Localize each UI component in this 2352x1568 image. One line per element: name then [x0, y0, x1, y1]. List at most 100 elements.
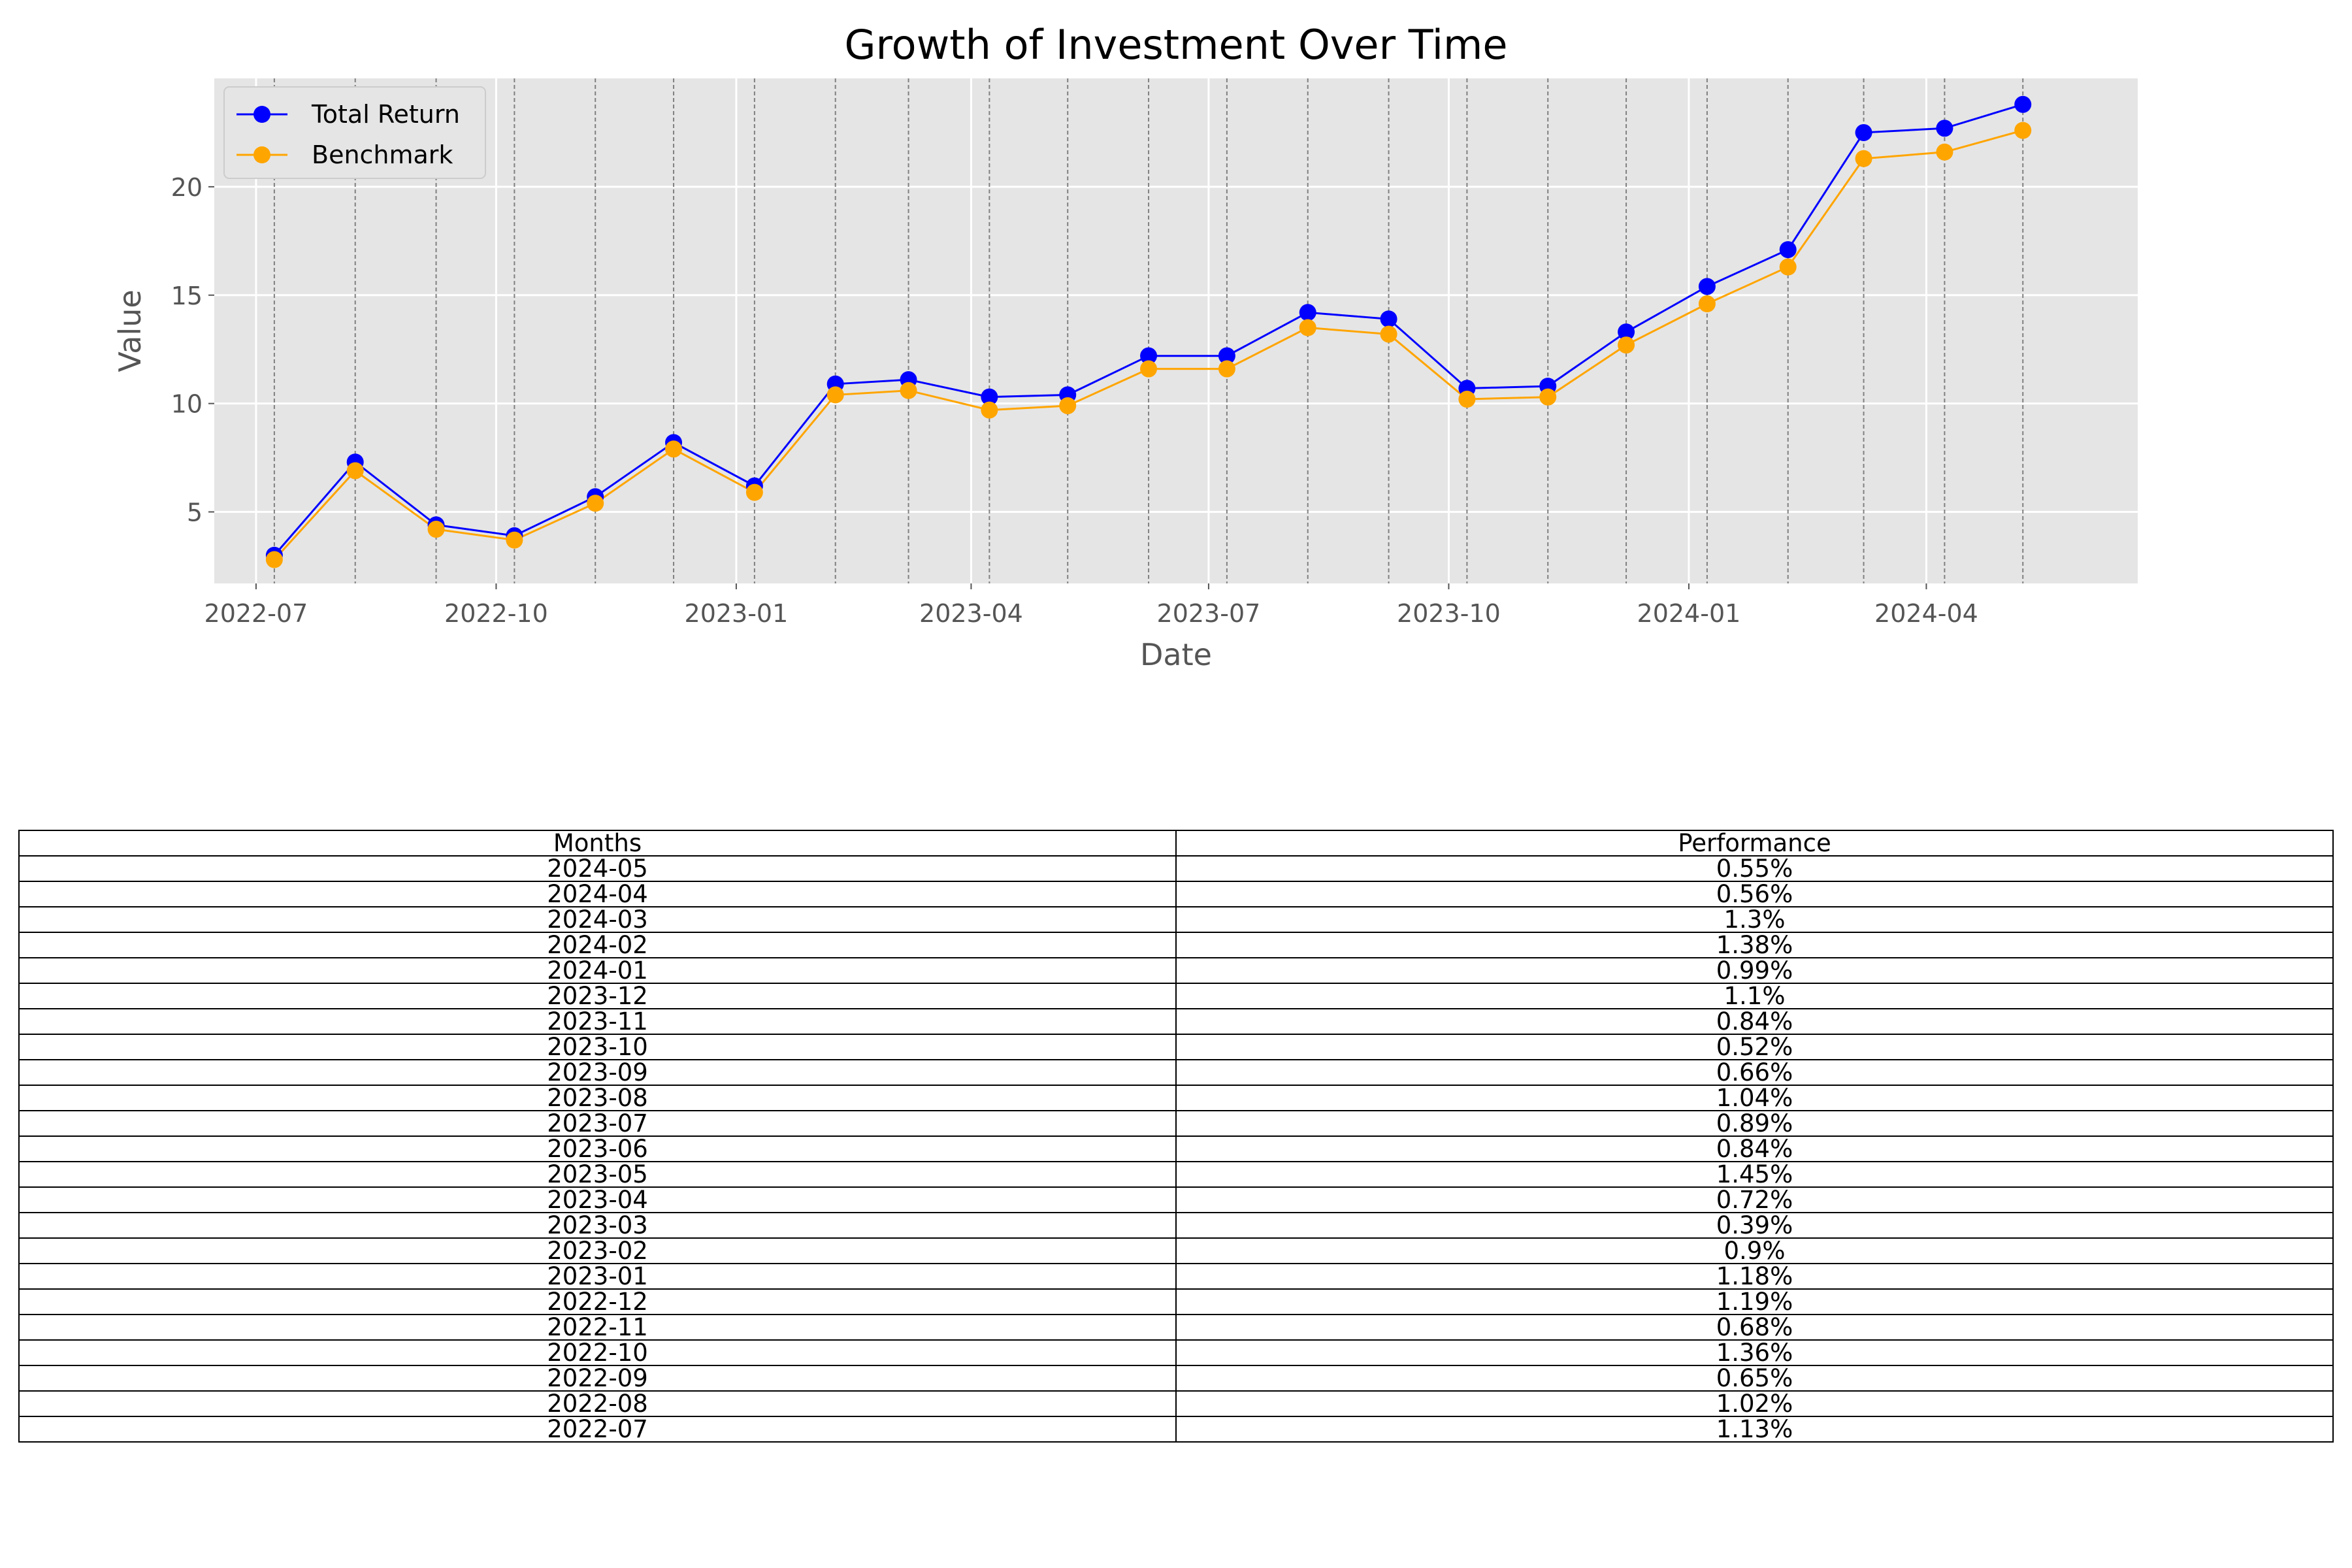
table-row: 2023-01 1.18% — [18, 1263, 2334, 1290]
benchmark-point — [900, 382, 917, 399]
table-row: 2024-05 0.55% — [18, 855, 2334, 882]
month-cell: 2022-09 — [18, 1365, 1177, 1392]
total-return-point — [1380, 310, 1397, 328]
benchmark-point — [587, 495, 604, 512]
benchmark-legend-marker — [253, 146, 270, 163]
total-return-point — [1936, 120, 1953, 137]
table-row: 2023-05 1.45% — [18, 1161, 2334, 1188]
performance-cell: 1.13% — [1175, 1416, 2334, 1443]
month-cell: 2022-08 — [18, 1390, 1177, 1417]
performance-cell: 0.56% — [1175, 881, 2334, 907]
benchmark-point — [1299, 319, 1316, 336]
performance-cell: 0.39% — [1175, 1212, 2334, 1239]
table-header-row: Months Performance — [18, 830, 2334, 857]
month-cell: 2023-04 — [18, 1186, 1177, 1213]
table-row: 2023-02 0.9% — [18, 1237, 2334, 1264]
performance-cell: 0.89% — [1175, 1110, 2334, 1137]
performance-cell: 0.68% — [1175, 1314, 2334, 1341]
performance-cell: 0.66% — [1175, 1059, 2334, 1086]
benchmark-point — [745, 483, 763, 501]
month-cell: 2023-05 — [18, 1161, 1177, 1188]
performance-table: Months Performance 2024-05 0.55% 2024-04 0.… — [18, 830, 2334, 1443]
y-tick-label: 15 — [171, 282, 203, 310]
table-row: 2024-04 0.56% — [18, 881, 2334, 907]
benchmark-point — [826, 386, 844, 404]
table-row: 2023-03 0.39% — [18, 1212, 2334, 1239]
month-cell: 2024-02 — [18, 932, 1177, 958]
total-return-point — [2014, 95, 2032, 113]
total-return-point — [1779, 241, 1797, 259]
benchmark-point — [665, 440, 683, 458]
grid-lines — [214, 78, 2138, 583]
legend: Total Return Benchmark — [223, 86, 486, 179]
benchmark-point — [1218, 360, 1235, 378]
table-row: 2023-06 0.84% — [18, 1135, 2334, 1162]
month-cell: 2023-09 — [18, 1059, 1177, 1086]
benchmark-point — [981, 401, 998, 419]
plot-area — [214, 78, 2138, 583]
performance-cell: 0.65% — [1175, 1365, 2334, 1392]
table-row: 2023-10 0.52% — [18, 1034, 2334, 1060]
month-cell: 2023-07 — [18, 1110, 1177, 1137]
total-return-point — [1855, 123, 1872, 141]
y-tick-label: 10 — [171, 390, 203, 419]
table-row: 2024-01 0.99% — [18, 957, 2334, 984]
month-cell: 2022-11 — [18, 1314, 1177, 1341]
total-return-legend-label: Total Return — [311, 100, 460, 129]
benchmark-point — [1380, 325, 1397, 343]
x-tick-label: 2023-04 — [919, 599, 1023, 628]
month-cell: 2023-12 — [18, 983, 1177, 1009]
total-return-legend-marker — [253, 106, 270, 123]
total-return-point — [1299, 304, 1316, 321]
x-tick-label: 2023-01 — [685, 599, 789, 628]
header-performance: Performance — [1175, 830, 2334, 857]
x-tick-label: 2023-07 — [1157, 599, 1261, 628]
table-row: 2022-08 1.02% — [18, 1390, 2334, 1417]
table-row: 2022-12 1.19% — [18, 1288, 2334, 1315]
performance-cell: 1.3% — [1175, 906, 2334, 933]
x-tick-label: 2024-04 — [1874, 599, 1978, 628]
benchmark-legend-label: Benchmark — [312, 140, 453, 169]
benchmark-point — [1855, 150, 1872, 167]
series-group — [265, 95, 2032, 568]
benchmark-point — [265, 551, 283, 568]
benchmark-point — [2014, 122, 2032, 139]
table-row: 2022-09 0.65% — [18, 1365, 2334, 1392]
month-cell: 2023-10 — [18, 1034, 1177, 1060]
performance-cell: 0.84% — [1175, 1008, 2334, 1035]
performance-cell: 1.36% — [1175, 1339, 2334, 1366]
month-cell: 2024-03 — [18, 906, 1177, 933]
month-cell: 2024-04 — [18, 881, 1177, 907]
benchmark-point — [1059, 397, 1077, 414]
month-cell: 2023-03 — [18, 1212, 1177, 1239]
performance-cell: 1.02% — [1175, 1390, 2334, 1417]
line-chart: Growth of Investment Over Time 5 10 15 20 20… — [112, 21, 2138, 672]
performance-cell: 1.1% — [1175, 983, 2334, 1009]
month-cell: 2022-10 — [18, 1339, 1177, 1366]
month-cell: 2022-07 — [18, 1416, 1177, 1443]
month-cell: 2023-02 — [18, 1237, 1177, 1264]
x-tick-label: 2023-10 — [1397, 599, 1501, 628]
table-row: 2023-04 0.72% — [18, 1186, 2334, 1213]
total-return-point — [1698, 278, 1716, 295]
table-row: 2024-03 1.3% — [18, 906, 2334, 933]
performance-cell: 0.72% — [1175, 1186, 2334, 1213]
performance-cell: 1.19% — [1175, 1288, 2334, 1315]
total-return-point — [981, 388, 998, 406]
performance-cell: 1.45% — [1175, 1161, 2334, 1188]
month-cell: 2022-12 — [18, 1288, 1177, 1315]
legend-box — [223, 86, 486, 179]
table-row: 2022-10 1.36% — [18, 1339, 2334, 1366]
benchmark-point — [1458, 391, 1476, 408]
y-axis-label: Value — [112, 289, 148, 372]
x-tick-label: 2022-07 — [204, 599, 308, 628]
total-return-point — [1618, 323, 1635, 341]
axis-ticks: 5 10 15 20 2022-07 2022-10 2023-01 2023-04 2023-… — [171, 173, 1978, 628]
table-row: 2024-02 1.38% — [18, 932, 2334, 958]
benchmark-point — [346, 462, 364, 480]
table-row: 2023-08 1.04% — [18, 1085, 2334, 1111]
performance-cell: 1.04% — [1175, 1085, 2334, 1111]
x-tick-label: 2024-01 — [1637, 599, 1741, 628]
month-cell: 2023-01 — [18, 1263, 1177, 1290]
benchmark-point — [427, 521, 445, 538]
